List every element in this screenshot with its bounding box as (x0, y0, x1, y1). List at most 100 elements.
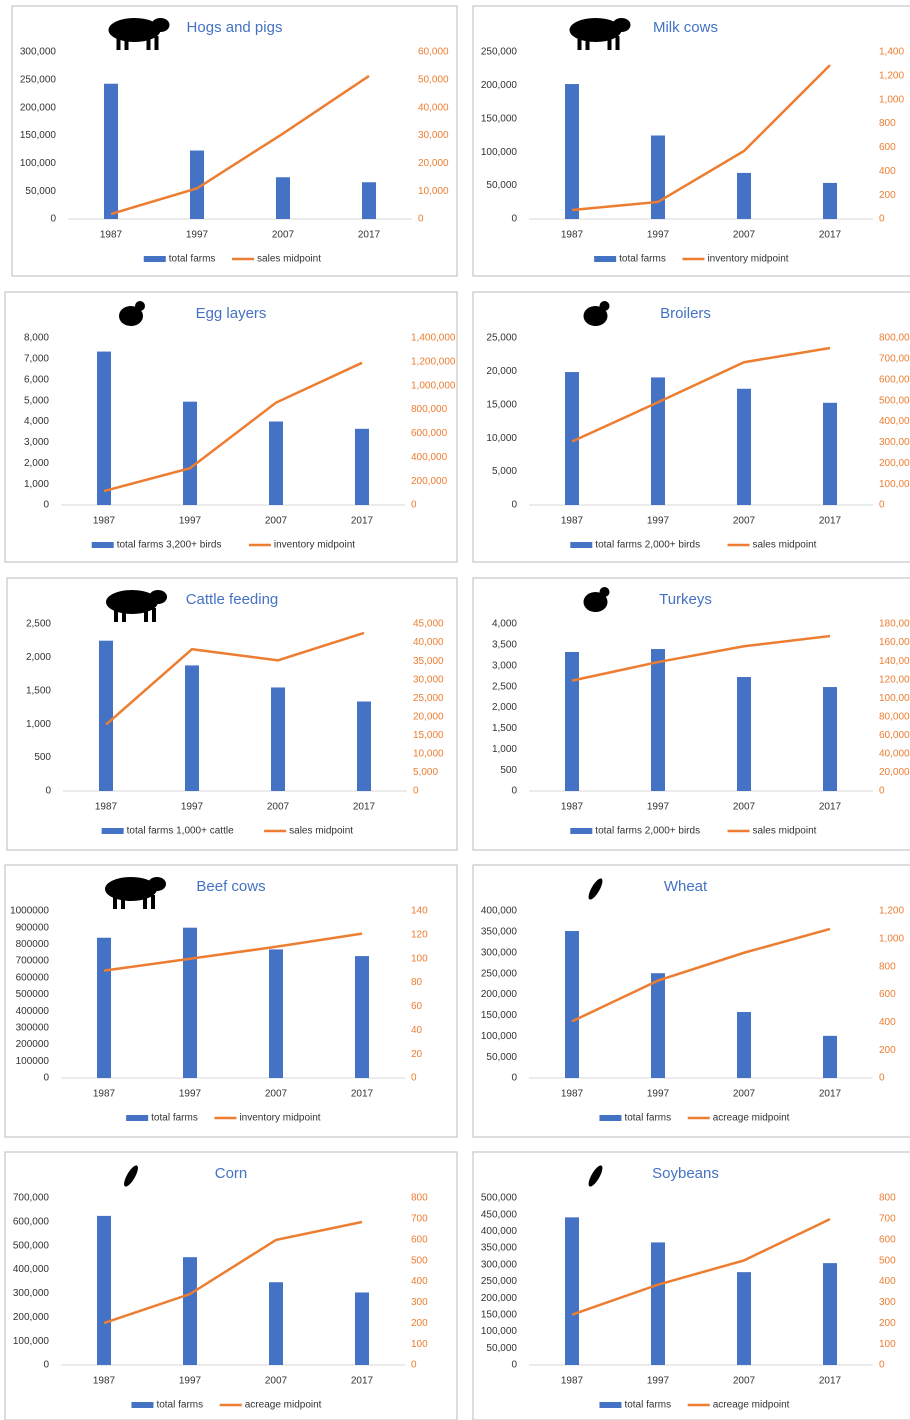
y2-tick-label: 60,000 (418, 47, 449, 58)
y2-tick-label: 800 (411, 1193, 428, 1204)
x-tick-label: 1987 (93, 1089, 116, 1100)
y2-tick-label: 160,000 (879, 637, 910, 648)
icon (583, 592, 608, 612)
bar (565, 372, 579, 505)
y2-tick-label: 1,200 (879, 70, 904, 81)
y2-tick-label: 20,000 (413, 711, 444, 722)
bar (190, 150, 204, 219)
bar (355, 1292, 369, 1365)
panel-frame (11, 5, 458, 277)
y2-tick-label: 40,000 (879, 749, 910, 760)
panel-frame (6, 577, 458, 851)
bar (565, 651, 579, 791)
y2-tick-label: 30,000 (418, 130, 449, 141)
legend-label: acreage midpoint (713, 1113, 790, 1124)
y-tick-label: 150,000 (481, 1310, 518, 1321)
y-tick-label: 400000 (16, 1006, 50, 1017)
y2-tick-label: 300 (411, 1297, 428, 1308)
y-tick-label: 400,000 (481, 906, 518, 917)
icon (583, 306, 608, 326)
y2-tick-label: 200 (411, 1318, 428, 1329)
y-tick-label: 100,000 (481, 1326, 518, 1337)
icon (135, 301, 145, 311)
bar (737, 172, 751, 219)
legend-label: sales midpoint (753, 826, 817, 837)
y-tick-label: 500,000 (13, 1240, 50, 1251)
y2-tick-label: 600 (879, 989, 896, 1000)
legend-label: total farms (624, 1400, 671, 1411)
y2-tick-label: 0 (411, 500, 417, 511)
y-tick-label: 1,000 (24, 479, 49, 490)
bar (97, 351, 111, 505)
y2-tick-label: 200,000 (879, 458, 910, 469)
y2-tick-label: 700 (411, 1214, 428, 1225)
x-tick-label: 1997 (647, 802, 670, 813)
y2-tick-label: 1,000 (879, 94, 904, 105)
y2-tick-label: 15,000 (413, 730, 444, 741)
icon (607, 36, 612, 50)
y2-tick-label: 800,000 (411, 404, 448, 415)
y2-tick-label: 140 (411, 906, 428, 917)
x-tick-label: 2017 (351, 516, 374, 527)
y2-tick-label: 200,000 (411, 476, 448, 487)
y2-tick-label: 10,000 (413, 749, 444, 760)
panel-frame (4, 291, 458, 563)
y-tick-label: 50,000 (486, 1052, 517, 1063)
panel-frame (472, 577, 910, 851)
legend-label: acreage midpoint (245, 1400, 322, 1411)
y2-tick-label: 200 (879, 1318, 896, 1329)
y2-tick-label: 40 (411, 1025, 423, 1036)
y2-tick-label: 35,000 (413, 656, 444, 667)
x-tick-label: 2017 (819, 1376, 842, 1387)
y2-tick-label: 0 (879, 1360, 885, 1371)
y-tick-label: 300000 (16, 1023, 50, 1034)
y-tick-label: 100,000 (481, 1031, 518, 1042)
legend-swatch (91, 542, 114, 548)
y-tick-label: 10,000 (486, 433, 517, 444)
y-tick-label: 600,000 (13, 1216, 50, 1227)
y-tick-label: 0 (43, 1360, 49, 1371)
icon (154, 36, 159, 50)
y-tick-label: 1,000 (26, 719, 51, 730)
bar (271, 687, 285, 791)
icon (588, 878, 603, 900)
bar (104, 83, 118, 219)
y-tick-label: 350,000 (481, 1243, 518, 1254)
legend-label: total farms 3,200+ birds (117, 540, 222, 551)
x-tick-label: 1987 (95, 802, 118, 813)
legend-label: sales midpoint (289, 826, 353, 837)
y2-tick-label: 50,000 (418, 74, 449, 85)
icon (143, 895, 147, 909)
y2-tick-label: 200 (879, 1045, 896, 1056)
bar (651, 649, 665, 791)
y-tick-label: 15,000 (486, 399, 517, 410)
bar (823, 1263, 837, 1365)
x-tick-label: 2007 (267, 802, 290, 813)
y2-tick-label: 800 (879, 961, 896, 972)
bar (651, 135, 665, 219)
y2-tick-label: 80 (411, 977, 423, 988)
y2-tick-label: 100 (879, 1339, 896, 1350)
y-tick-label: 100,000 (481, 147, 518, 158)
bar (651, 973, 665, 1078)
line (571, 634, 831, 682)
y2-tick-label: 5,000 (413, 767, 438, 778)
x-tick-label: 2007 (733, 802, 756, 813)
line (105, 631, 365, 726)
bar (651, 377, 665, 505)
x-tick-label: 1997 (179, 1089, 202, 1100)
y-tick-label: 300,000 (481, 947, 518, 958)
y-tick-label: 700,000 (13, 1193, 50, 1204)
y2-tick-label: 40,000 (413, 637, 444, 648)
chart-title: Turkeys (659, 591, 712, 608)
y2-tick-label: 700 (879, 1214, 896, 1225)
y2-tick-label: 0 (411, 1073, 417, 1084)
y2-tick-label: 0 (418, 214, 424, 225)
x-tick-label: 1997 (647, 1376, 670, 1387)
icon (585, 36, 590, 50)
y-tick-label: 500000 (16, 989, 50, 1000)
y-tick-label: 0 (511, 786, 517, 797)
y-tick-label: 2,500 (492, 681, 517, 692)
y-tick-label: 50,000 (486, 180, 517, 191)
chart-title: Broilers (660, 305, 711, 322)
